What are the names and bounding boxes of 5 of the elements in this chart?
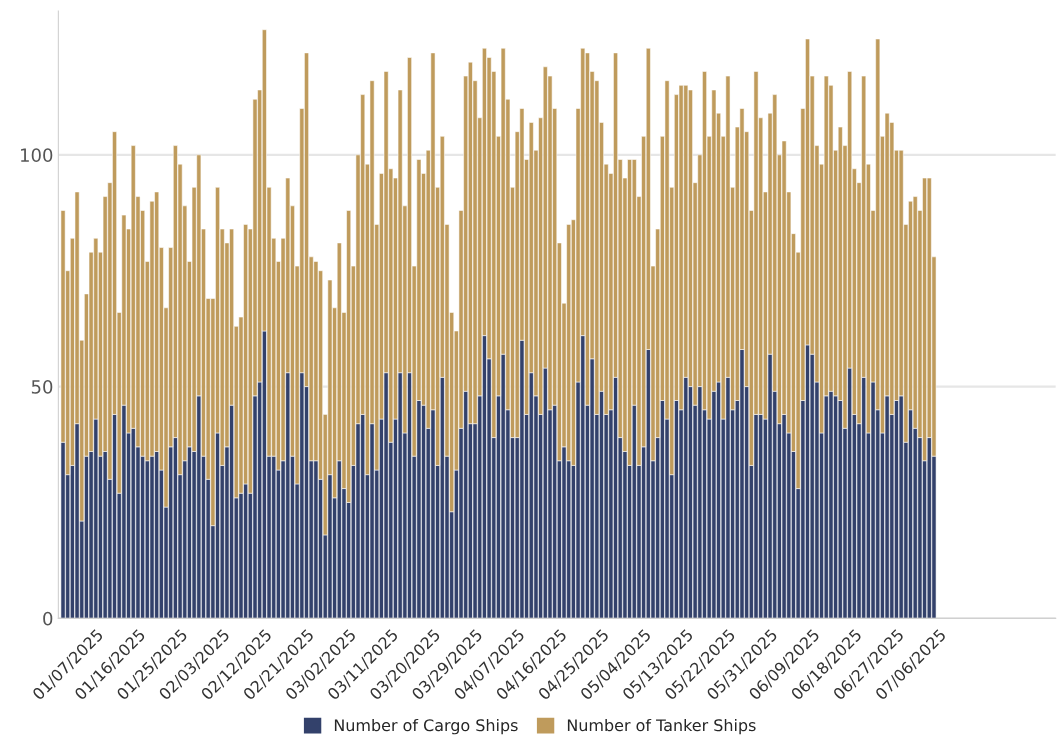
- y-tick-label: 50: [31, 380, 53, 394]
- legend-label: Number of Cargo Ships: [334, 718, 518, 735]
- legend-label: Number of Tanker Ships: [567, 718, 756, 735]
- y-tick-label: 100: [21, 148, 53, 162]
- y-tick-label: 0: [43, 611, 53, 626]
